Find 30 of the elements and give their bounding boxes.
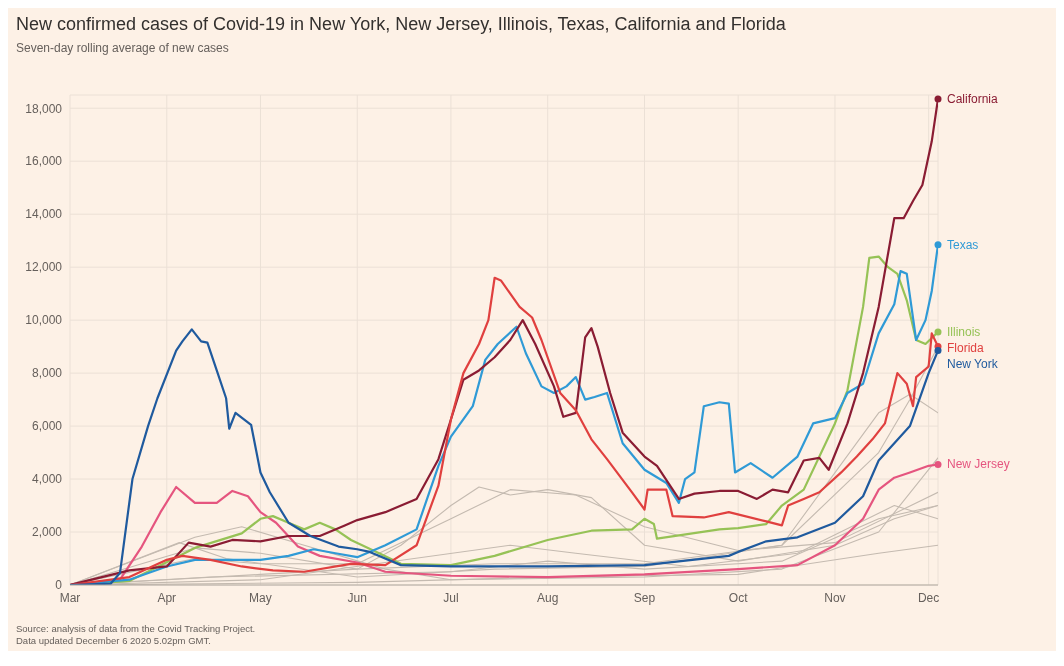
y-tick-label: 2,000 [31,525,63,540]
chart-title: New confirmed cases of Covid-19 in New York, New Jersey, Illinois, Texas, California and Florida [15,14,787,35]
x-tick-label: May [249,590,272,605]
y-tick-label: 8,000 [31,366,63,381]
y-tick-label: 16,000 [25,154,63,169]
series-label: Illinois [947,325,981,340]
y-tick-label: 14,000 [25,207,63,222]
x-tick-label: Apr [157,590,177,605]
series-label: New Jersey [947,457,1010,472]
x-tick-label: Sep [633,590,656,605]
y-tick-label: 4,000 [31,472,63,487]
x-tick-label: Mar [59,590,81,605]
y-tick-label: 0 [55,578,63,593]
series-label: Texas [947,237,979,252]
x-tick-label: Oct [728,590,749,605]
series-label: California [947,91,999,106]
y-tick-label: 10,000 [25,313,63,328]
chart-subtitle: Seven-day rolling average of new cases [15,40,230,57]
x-tick-label: Aug [537,590,559,605]
x-tick-label: Dec [917,590,940,605]
x-tick-label: Jun [347,590,367,605]
series-label: New York [947,357,999,372]
y-tick-label: 6,000 [31,419,63,434]
y-tick-label: 12,000 [25,260,63,275]
source-note: Source: analysis of data from the Covid Tracking Project. [16,623,257,635]
text: Data updated December 6 2020 5.02pm GMT. [16,635,212,647]
x-tick-label: Jul [443,590,459,605]
y-tick-label: 18,000 [25,101,63,116]
x-tick-label: Nov [824,590,846,605]
series-label: Florida [947,341,985,356]
